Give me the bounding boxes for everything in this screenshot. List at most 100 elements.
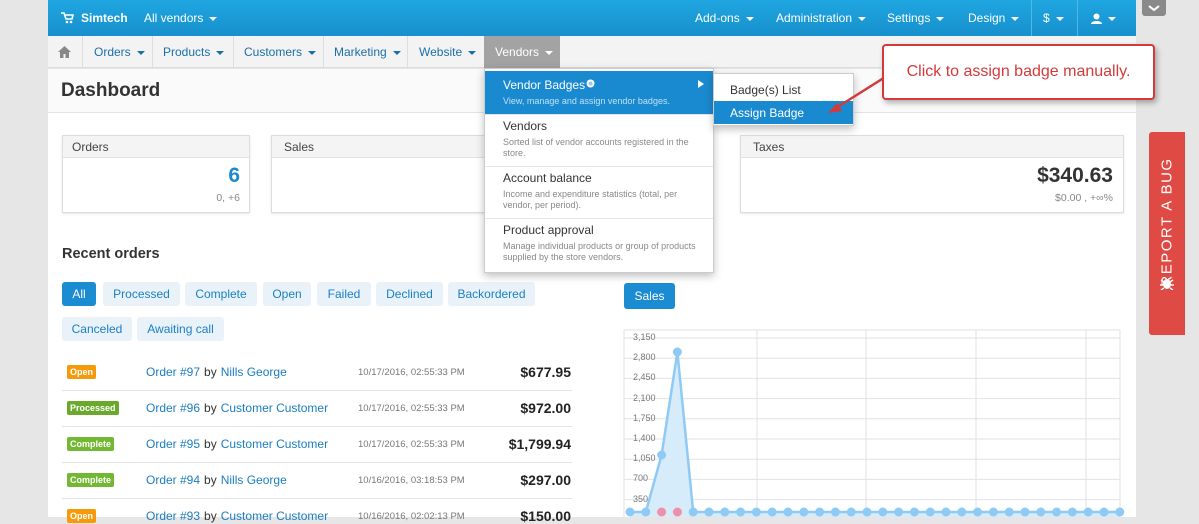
caret	[209, 16, 218, 21]
submenu-item-active[interactable]	[714, 101, 853, 124]
stat-change: 0, +6	[216, 192, 240, 204]
filter-button[interactable]: Failed	[317, 282, 371, 306]
order-total: $1,799.94	[508, 436, 571, 452]
chart-point	[862, 507, 872, 517]
menu-item-description: Manage individual products or group of p…	[503, 241, 696, 262]
chart-point	[1083, 507, 1093, 517]
chart-point	[1004, 507, 1014, 517]
filter-button[interactable]: Open	[263, 282, 311, 306]
chart-point	[1052, 507, 1062, 517]
chart-point	[909, 507, 919, 517]
row-separator	[62, 498, 572, 499]
filter-button[interactable]: Awaiting call	[137, 317, 224, 341]
stat-value: $340.63	[1037, 164, 1113, 187]
vendors-menu: Vendor Badges View, manage and assign ve…	[484, 68, 714, 273]
order-link[interactable]: Order #95	[146, 437, 201, 451]
y-tick-label: 2,100	[633, 392, 656, 403]
menu-item-title[interactable]: Vendor Badges	[503, 78, 586, 92]
customer-link[interactable]: Nills George	[220, 365, 287, 379]
stat-value: 6	[228, 164, 240, 187]
chart-point	[751, 507, 761, 517]
filter-button[interactable]: Backordered	[448, 282, 535, 306]
menu-item-description: Sorted list of vendor accounts registere…	[503, 137, 689, 158]
menu-label: Administration	[776, 11, 853, 25]
chart-point	[1099, 507, 1109, 517]
stat-label: Orders	[63, 136, 249, 158]
menu-addons[interactable]: Add-ons	[695, 11, 754, 25]
submenu-item[interactable]: Badge(s) List	[730, 83, 801, 97]
separator	[485, 218, 713, 219]
customer-link[interactable]: Customer Customer	[220, 437, 329, 451]
menu-item-title[interactable]: Product approval	[503, 223, 594, 237]
chart-point	[941, 507, 951, 517]
badges-submenu: Badge(s) List Assign Badge	[713, 73, 854, 126]
filter-button[interactable]: Complete	[185, 282, 257, 306]
chart-point	[625, 507, 635, 517]
caret	[1011, 16, 1020, 21]
chart-point-secondary	[672, 507, 682, 517]
order-date: 10/17/2016, 02:55:33 PM	[358, 367, 465, 378]
order-link[interactable]: Order #94	[146, 473, 201, 487]
y-tick-label: 700	[633, 473, 649, 484]
order-date: 10/17/2016, 02:55:33 PM	[358, 439, 465, 450]
report-bug-tab[interactable]: REPORT A BUG	[1149, 132, 1185, 335]
menu-item-description: Income and expenditure statistics (total…	[503, 189, 678, 210]
chart-point	[704, 507, 714, 517]
order-total: $297.00	[520, 472, 571, 488]
chart-point	[1115, 507, 1125, 517]
stat-label: Taxes	[741, 136, 1123, 158]
order-total: $677.95	[520, 364, 571, 380]
menu-settings[interactable]: Settings	[887, 11, 945, 25]
menu-item-active[interactable]	[485, 71, 713, 114]
filter-button[interactable]: Processed	[103, 282, 180, 306]
vendor-selector[interactable]: All vendors	[144, 11, 218, 25]
menu-design[interactable]: Design	[968, 11, 1020, 25]
caret	[545, 50, 554, 55]
nav-website[interactable]: Website	[419, 45, 477, 59]
nav-marketing[interactable]: Marketing	[334, 45, 401, 59]
info-icon	[586, 79, 595, 88]
menu-currency[interactable]: $	[1043, 11, 1064, 25]
filter-button[interactable]: All	[62, 282, 96, 306]
chart-point-secondary	[657, 507, 667, 517]
menu-label: Design	[968, 11, 1006, 25]
customer-link[interactable]: Customer Customer	[220, 401, 329, 415]
nav-label: Marketing	[334, 45, 387, 59]
sales-tab[interactable]: Sales	[624, 283, 675, 309]
order-line: Order #97 by Nills George	[146, 365, 287, 379]
chart-point	[925, 507, 935, 517]
order-by: by	[204, 401, 217, 415]
home-icon[interactable]	[58, 46, 71, 58]
caret	[1055, 16, 1064, 21]
chart-point	[720, 507, 730, 517]
top-right-toggle[interactable]	[1142, 0, 1166, 16]
menu-item-title[interactable]: Vendors	[503, 119, 548, 133]
order-link[interactable]: Order #96	[146, 401, 201, 415]
bug-icon	[1160, 279, 1174, 290]
brand[interactable]: Simtech	[81, 11, 128, 25]
caret	[216, 50, 225, 55]
stat-card: Taxes $340.63 $0.00 , +∞%	[740, 135, 1124, 213]
submenu-item[interactable]: Assign Badge	[730, 106, 805, 120]
stat-card: Sales	[271, 135, 501, 213]
caret	[392, 50, 401, 55]
filter-button[interactable]: Declined	[376, 282, 443, 306]
y-tick-label: 1,050	[633, 453, 656, 464]
menu-label: $	[1043, 11, 1050, 25]
report-bug-label: REPORT A BUG	[1158, 157, 1176, 287]
filter-button[interactable]: Canceled	[62, 317, 132, 341]
nav-orders[interactable]: Orders	[94, 45, 145, 59]
menu-administration[interactable]: Administration	[776, 11, 867, 25]
menu-item-title[interactable]: Account balance	[503, 171, 592, 185]
chart-point	[830, 507, 840, 517]
customer-link[interactable]: Nills George	[220, 473, 287, 487]
menu-item-description: View, manage and assign vendor badges.	[503, 96, 670, 106]
nav-products[interactable]: Products	[163, 45, 225, 59]
user-menu[interactable]	[1091, 11, 1116, 25]
chart-point	[973, 507, 983, 517]
top-bar: Simtech All vendors Add-ons Administrati…	[48, 0, 1136, 36]
nav-vendors[interactable]: Vendors	[495, 45, 554, 59]
nav-customers[interactable]: Customers	[244, 45, 317, 59]
order-date: 10/16/2016, 03:18:53 PM	[358, 475, 465, 486]
order-link[interactable]: Order #97	[146, 365, 201, 379]
